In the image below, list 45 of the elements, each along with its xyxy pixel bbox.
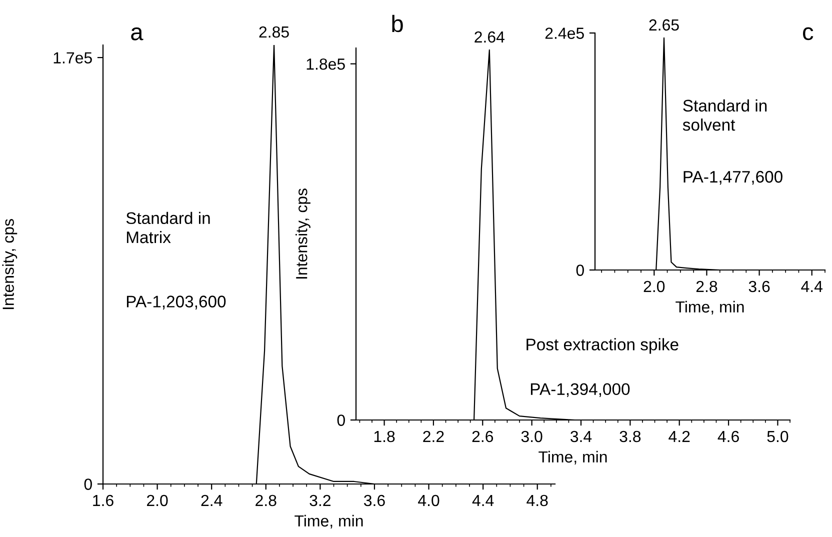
- x-axis-title: Time, min: [676, 300, 744, 314]
- y-axis-title: Intensity, cps: [296, 188, 310, 279]
- x-tick-label: 2.8: [696, 280, 718, 292]
- annotation: 2.65: [649, 19, 679, 31]
- x-tick-label: 4.8: [526, 494, 548, 506]
- x-tick-label: 4.4: [472, 495, 494, 506]
- x-tick-label: 3.8: [620, 430, 641, 442]
- y-tick-label: 1.8e5: [306, 58, 345, 70]
- x-tick-label: 4.6: [718, 430, 739, 442]
- annotation: PA-1,477,600: [684, 170, 782, 185]
- x-axis-title: Time, min: [294, 514, 363, 528]
- x-tick-label: 4.4: [801, 281, 822, 292]
- x-tick-label: 2.0: [146, 494, 168, 506]
- x-tick-label: 2.4: [201, 494, 222, 506]
- annotation: PA-1,203,600: [126, 296, 226, 310]
- x-tick-label: 3.4: [570, 430, 592, 442]
- x-tick-label: 2.6: [472, 430, 494, 442]
- annotation: 2.64: [474, 31, 504, 43]
- annotation: Post extraction spike: [526, 338, 678, 354]
- annotation: PA-1,394,000: [530, 383, 630, 398]
- annotation: 2.85: [259, 26, 289, 38]
- x-tick-label: 4.2: [668, 430, 690, 442]
- annotation: Standard in solvent: [682, 99, 767, 131]
- y-axis-title: Intensity, cps: [2, 219, 18, 310]
- y-tick-label: 2.4e5: [545, 28, 584, 39]
- y-tick-label: 0: [576, 264, 584, 276]
- y-tick-label: 1.7e5: [54, 52, 92, 64]
- x-tick-label: 3.6: [364, 494, 385, 506]
- y-tick-label: 0: [337, 414, 345, 426]
- y-tick-label: 0: [84, 478, 92, 490]
- x-tick-label: 2.8: [256, 494, 276, 506]
- chart-title: b: [392, 14, 403, 32]
- x-tick-label: 3.0: [521, 430, 542, 442]
- x-tick-label: 3.6: [748, 280, 770, 292]
- x-tick-label: 4.0: [418, 494, 440, 506]
- x-tick-label: 3.2: [310, 494, 330, 506]
- annotation: Standard in Matrix: [126, 212, 210, 244]
- chart-title: c: [803, 27, 814, 40]
- x-tick-label: 5.0: [767, 430, 788, 442]
- x-tick-label: 2.2: [423, 430, 444, 442]
- x-axis-title: Time, min: [538, 450, 607, 464]
- x-tick-label: 2.0: [644, 280, 665, 292]
- x-tick-label: 1.6: [93, 494, 114, 506]
- chart-title: a: [131, 27, 144, 40]
- x-tick-label: 1.8: [374, 430, 395, 442]
